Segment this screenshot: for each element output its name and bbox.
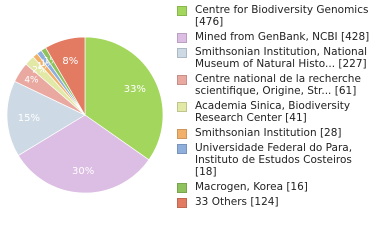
legend-label: Academia Sinica, Biodiversity Research C… [195, 100, 351, 124]
slice-label: 33% [124, 84, 146, 95]
slice-label: 1% [40, 59, 55, 69]
legend-item: Smithsonian Institution, National Museum… [174, 46, 374, 70]
slice-label: 4% [24, 76, 39, 86]
legend-label: Centre for Biodiversity Genomics [476] [195, 4, 369, 28]
legend-item: Universidade Federal do Para, Instituto … [174, 142, 374, 178]
legend-item: Centre for Biodiversity Genomics [476] [174, 4, 374, 28]
legend-swatch [177, 75, 187, 85]
legend-item: Centre national de la recherche scientif… [174, 73, 374, 97]
legend-item: Macrogen, Korea [16] [174, 181, 374, 193]
slice-label: 15% [18, 113, 40, 124]
legend: Centre for Biodiversity Genomics [476] Mi… [174, 4, 374, 211]
slice-label: 8% [62, 56, 78, 67]
legend-label: Universidade Federal do Para, Instituto … [195, 142, 353, 178]
legend-item: 33 Others [124] [174, 196, 374, 208]
slice-label: 1% [44, 56, 59, 66]
legend-label: Macrogen, Korea [16] [195, 181, 308, 193]
pie-slice [84, 36, 164, 161]
legend-swatch [177, 48, 187, 58]
pie-slice [45, 36, 86, 117]
legend-label: Smithsonian Institution, National Museum… [195, 46, 368, 70]
legend-item: Smithsonian Institution [28] [174, 127, 374, 139]
legend-swatch [177, 144, 187, 154]
legend-label: Centre national de la recherche scientif… [195, 73, 361, 97]
legend-swatch [177, 6, 187, 16]
legend-label: 33 Others [124] [195, 196, 279, 208]
legend-item: Academia Sinica, Biodiversity Research C… [174, 100, 374, 124]
legend-label: Mined from GenBank, NCBI [428] [195, 31, 370, 43]
slice-label: 30% [72, 166, 94, 177]
legend-label: Smithsonian Institution [28] [195, 127, 342, 139]
pie-area: 33%30%15%4%2%1%1%1% 8% [6, 36, 164, 194]
pie-slice [17, 114, 150, 194]
slice-label: 2% [32, 66, 47, 76]
legend-swatch [177, 33, 187, 43]
legend-item: Mined from GenBank, NCBI [428] [174, 31, 374, 43]
legend-swatch [177, 183, 187, 193]
legend-swatch [177, 198, 187, 208]
pie-slice [6, 80, 86, 156]
legend-swatch [177, 129, 187, 139]
legend-swatch [177, 102, 187, 112]
slice-label: 1% [37, 61, 52, 71]
